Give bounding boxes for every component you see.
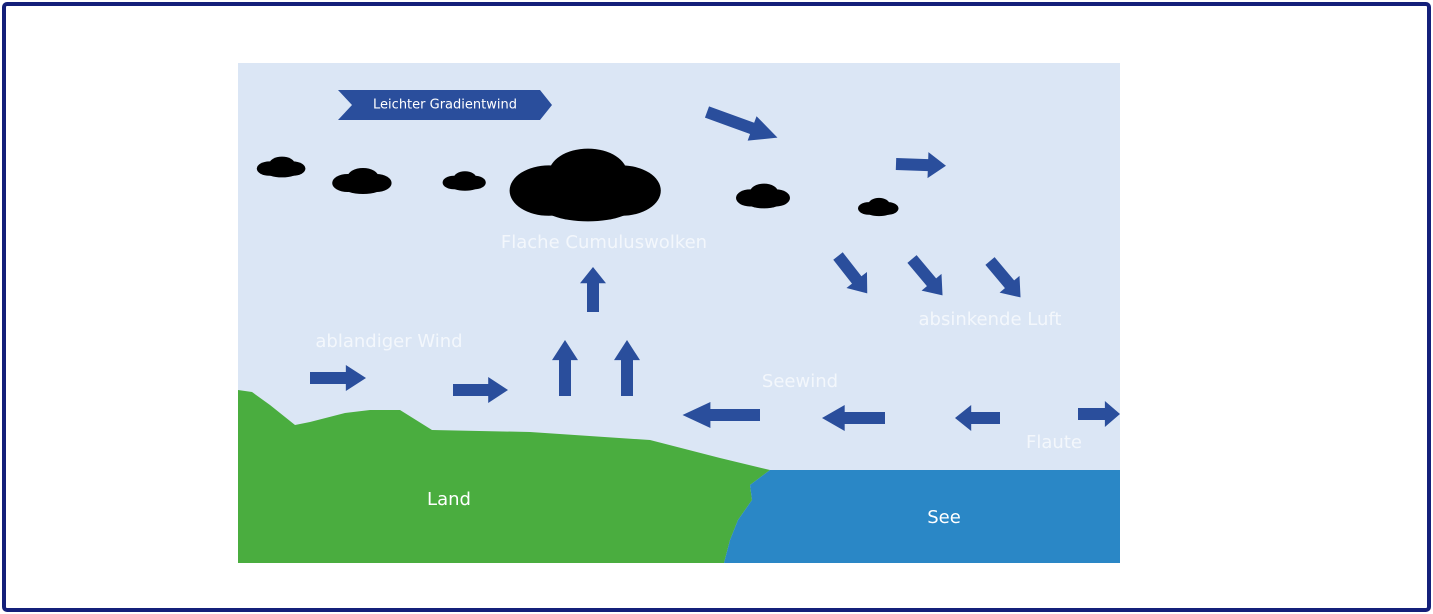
land-label: Land [427,489,471,510]
sea-breeze-label: Seewind [762,371,838,392]
offshore-wind-label: ablandiger Wind [315,331,462,352]
page: Leichter Gradientwind Flache Cumuluswolk… [0,0,1433,614]
sea [724,470,1120,563]
sea-label: See [927,507,961,528]
banner-text: Leichter Gradientwind [373,98,517,113]
sinking-air-label: absinkende Luft [919,309,1062,330]
calm-label: Flaute [1026,432,1082,453]
clouds-label: Flache Cumuluswolken [501,232,707,253]
